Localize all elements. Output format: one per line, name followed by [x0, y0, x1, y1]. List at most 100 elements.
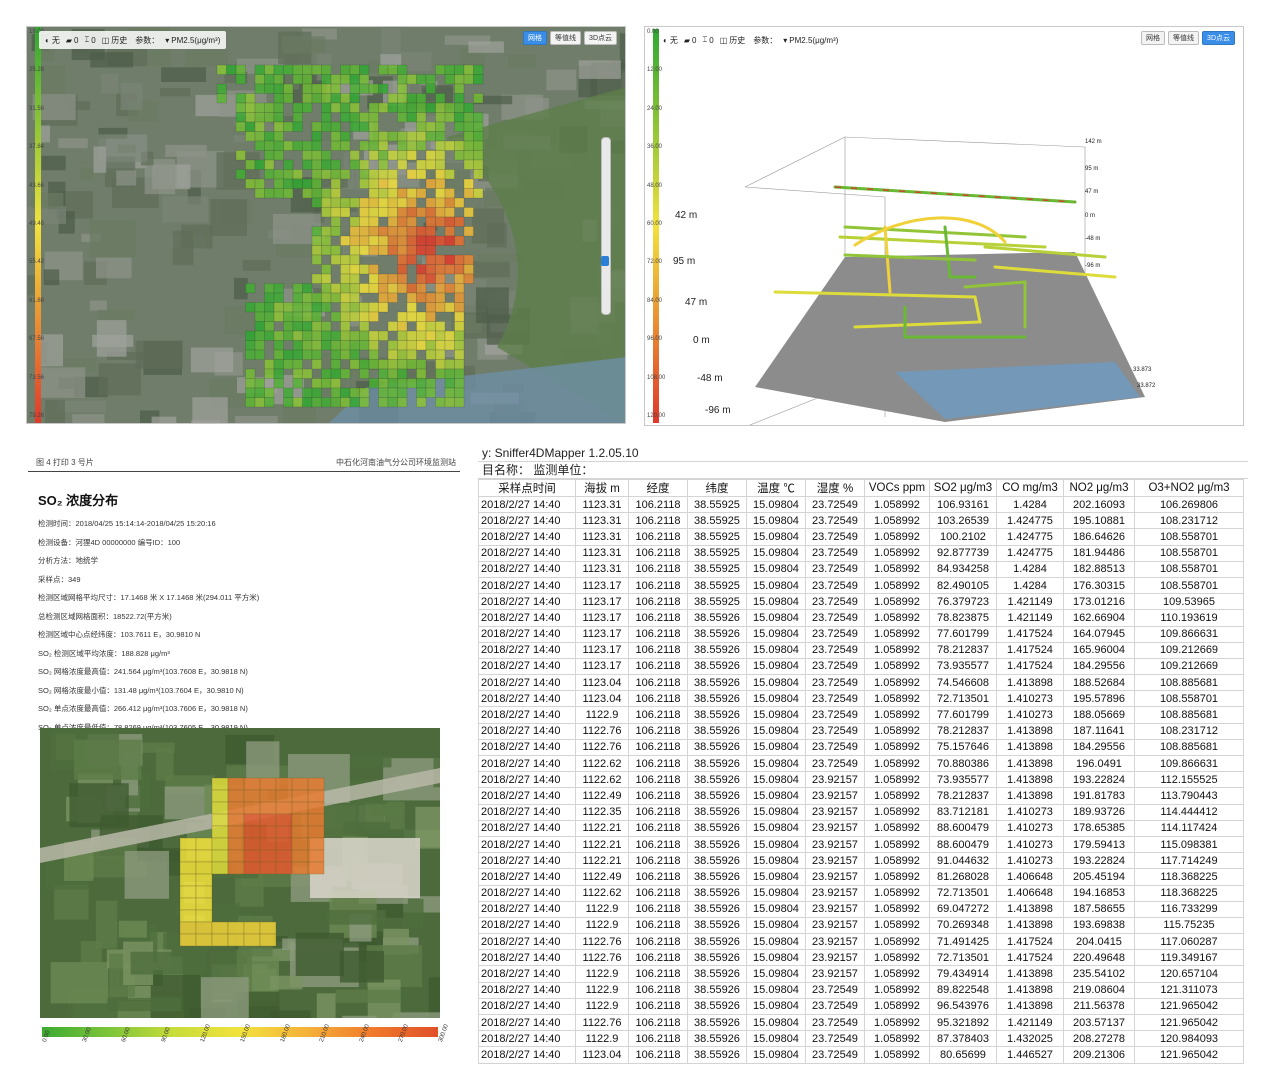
table-row[interactable]: 2018/2/27 14:40 1123.17 106.2118 38.55926 15… — [478, 625, 1244, 643]
table-cell[interactable]: 15.09804 — [746, 933, 806, 951]
view-mode-button-1[interactable]: 等值线 — [1168, 31, 1200, 45]
table-cell[interactable]: 23.92157 — [805, 884, 865, 902]
table-cell[interactable]: 1.058992 — [864, 997, 930, 1016]
table-cell[interactable]: 15.09804 — [746, 593, 806, 611]
table-cell[interactable]: 193.22824 — [1063, 852, 1135, 870]
table-cell[interactable]: 106.2118 — [628, 965, 688, 983]
table-cell[interactable]: 121.311073 — [1134, 981, 1244, 999]
table-row[interactable]: 2018/2/27 14:40 1122.49 106.2118 38.55926 15… — [478, 787, 1244, 805]
view-mode-button-1[interactable]: 等值线 — [550, 31, 582, 45]
table-cell[interactable]: 23.72549 — [805, 1046, 865, 1064]
table-cell[interactable]: 1.413898 — [996, 965, 1064, 983]
column-header[interactable]: 纬度 — [687, 479, 747, 497]
table-cell[interactable]: 15.09804 — [746, 916, 806, 935]
table-cell[interactable]: 106.2118 — [628, 1013, 688, 1032]
table-cell[interactable]: 23.72549 — [805, 512, 865, 530]
point-cloud-panel[interactable]: 0.00 12.00 24.00 36.00 48.00 60.00 72.00 84.00 9… — [644, 26, 1244, 426]
table-cell[interactable]: 1123.31 — [575, 528, 629, 546]
column-header[interactable]: 采样点时间 — [478, 479, 576, 497]
table-cell[interactable]: 106.2118 — [628, 544, 688, 562]
table-cell[interactable]: 106.2118 — [628, 657, 688, 676]
table-cell[interactable]: 195.57896 — [1063, 690, 1135, 708]
table-cell[interactable]: 2018/2/27 14:40 — [478, 771, 576, 789]
table-cell[interactable]: 109.53965 — [1134, 593, 1244, 611]
table-cell[interactable]: 109.866631 — [1134, 625, 1244, 643]
table-cell[interactable]: 1.058992 — [864, 1013, 930, 1032]
table-cell[interactable]: 1.058992 — [864, 512, 930, 530]
table-cell[interactable]: 1122.9 — [575, 981, 629, 999]
table-cell[interactable]: 2018/2/27 14:40 — [478, 868, 576, 886]
table-cell[interactable]: 76.379723 — [929, 593, 997, 611]
table-cell[interactable]: 2018/2/27 14:40 — [478, 1046, 576, 1064]
table-cell[interactable]: 1123.04 — [575, 1046, 629, 1064]
table-cell[interactable]: 1.4284 — [996, 560, 1064, 578]
column-header[interactable]: 湿度 % — [805, 479, 865, 497]
table-cell[interactable]: 1122.9 — [575, 706, 629, 724]
table-cell[interactable]: 1122.21 — [575, 819, 629, 837]
table-cell[interactable]: 106.2118 — [628, 1030, 688, 1048]
table-cell[interactable]: 1122.49 — [575, 787, 629, 805]
table-row[interactable]: 2018/2/27 14:40 1122.62 106.2118 38.55926 15… — [478, 884, 1244, 902]
table-cell[interactable]: 77.601799 — [929, 625, 997, 643]
table-cell[interactable]: 15.09804 — [746, 657, 806, 676]
table-cell[interactable]: 1.417524 — [996, 949, 1064, 967]
table-cell[interactable]: 164.07945 — [1063, 625, 1135, 643]
table-cell[interactable]: 38.55926 — [687, 803, 747, 821]
table-cell[interactable]: 38.55926 — [687, 771, 747, 789]
table-cell[interactable]: 38.55926 — [687, 787, 747, 805]
table-cell[interactable]: 1.058992 — [864, 787, 930, 805]
table-cell[interactable]: 38.55925 — [687, 528, 747, 546]
table-cell[interactable]: 2018/2/27 14:40 — [478, 1030, 576, 1048]
table-cell[interactable]: 2018/2/27 14:40 — [478, 916, 576, 935]
table-cell[interactable]: 23.92157 — [805, 949, 865, 967]
table-cell[interactable]: 1123.17 — [575, 625, 629, 643]
table-cell[interactable]: 110.193619 — [1134, 609, 1244, 627]
table-cell[interactable]: 106.2118 — [628, 512, 688, 530]
table-cell[interactable]: 1.410273 — [996, 819, 1064, 837]
table-cell[interactable]: 121.965042 — [1134, 1046, 1244, 1064]
table-cell[interactable]: 1.058992 — [864, 609, 930, 627]
table-cell[interactable]: 2018/2/27 14:40 — [478, 787, 576, 805]
table-cell[interactable]: 38.55926 — [687, 674, 747, 692]
table-cell[interactable]: 38.55926 — [687, 625, 747, 643]
table-cell[interactable]: 120.657104 — [1134, 965, 1244, 983]
table-cell[interactable]: 1.058992 — [864, 674, 930, 692]
view-mode-button-2[interactable]: 3D点云 — [584, 31, 617, 45]
table-cell[interactable]: 38.55926 — [687, 997, 747, 1016]
table-row[interactable]: 2018/2/27 14:40 1122.35 106.2118 38.55926 15… — [478, 803, 1244, 821]
table-cell[interactable]: 2018/2/27 14:40 — [478, 625, 576, 643]
view-mode-button-0[interactable]: 网格 — [1141, 31, 1166, 45]
table-cell[interactable]: 15.09804 — [746, 754, 806, 773]
table-cell[interactable]: 108.558701 — [1134, 576, 1244, 595]
toolbar-item-3[interactable]: ◫ 历史 — [102, 35, 128, 46]
table-cell[interactable]: 38.55926 — [687, 933, 747, 951]
table-cell[interactable]: 38.55926 — [687, 819, 747, 837]
table-cell[interactable]: 1.432025 — [996, 1030, 1064, 1048]
table-cell[interactable]: 23.72549 — [805, 722, 865, 740]
toolbar-item-2[interactable]: ⌶ 0 — [84, 35, 95, 45]
table-cell[interactable]: 188.05669 — [1063, 706, 1135, 724]
table-cell[interactable]: 15.09804 — [746, 884, 806, 902]
table-cell[interactable]: 1122.9 — [575, 900, 629, 918]
table-cell[interactable]: 1122.76 — [575, 1013, 629, 1032]
table-row[interactable]: 2018/2/27 14:40 1122.9 106.2118 38.55926 15.… — [478, 900, 1244, 918]
table-cell[interactable]: 23.72549 — [805, 495, 865, 514]
column-header[interactable]: 海拔 m — [575, 479, 629, 497]
table-cell[interactable]: 2018/2/27 14:40 — [478, 754, 576, 773]
table-cell[interactable]: 1122.9 — [575, 997, 629, 1016]
table-row[interactable]: 2018/2/27 14:40 1122.21 106.2118 38.55926 15… — [478, 852, 1244, 870]
table-cell[interactable]: 106.2118 — [628, 576, 688, 595]
table-cell[interactable]: 78.823875 — [929, 609, 997, 627]
table-cell[interactable]: 1122.76 — [575, 949, 629, 967]
table-cell[interactable]: 15.09804 — [746, 544, 806, 562]
table-cell[interactable]: 15.09804 — [746, 690, 806, 708]
table-cell[interactable]: 106.2118 — [628, 609, 688, 627]
table-cell[interactable]: 72.713501 — [929, 949, 997, 967]
table-cell[interactable]: 106.2118 — [628, 933, 688, 951]
table-cell[interactable]: 1122.21 — [575, 835, 629, 854]
table-cell[interactable]: 108.885681 — [1134, 738, 1244, 757]
table-cell[interactable]: 1.413898 — [996, 916, 1064, 935]
table-cell[interactable]: 38.55926 — [687, 965, 747, 983]
table-cell[interactable]: 1123.04 — [575, 690, 629, 708]
table-cell[interactable]: 1.058992 — [864, 835, 930, 854]
